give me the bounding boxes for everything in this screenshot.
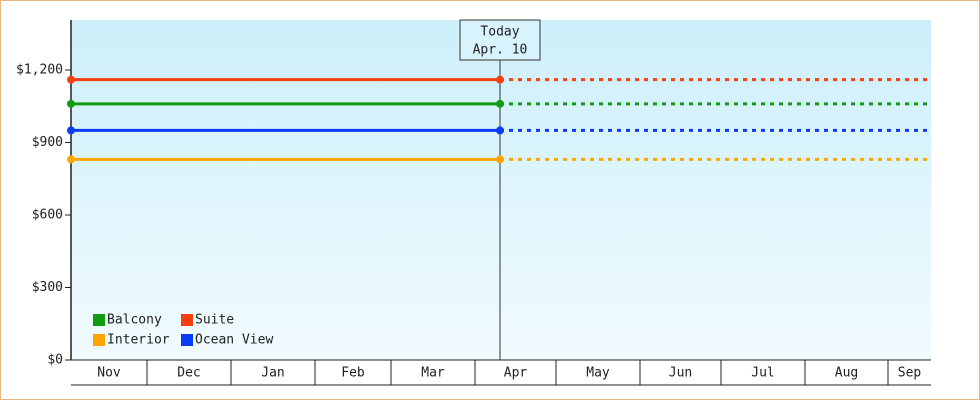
x-tick-label: Jul	[751, 366, 774, 381]
x-tick-label: Apr	[504, 366, 528, 381]
x-tick-label: May	[586, 366, 610, 381]
legend-label: Balcony	[107, 313, 162, 328]
x-tick-label: Mar	[421, 366, 445, 381]
today-date: Apr. 10	[473, 43, 528, 58]
y-tick-label: $600	[32, 208, 63, 223]
legend-label: Suite	[195, 313, 234, 328]
y-tick-label: $1,200	[16, 63, 63, 78]
legend-swatch	[93, 334, 105, 346]
legend-swatch	[181, 334, 193, 346]
x-tick-label: Feb	[341, 366, 365, 381]
point	[67, 126, 75, 135]
legend-label: Ocean View	[195, 333, 273, 348]
today-title: Today	[480, 25, 519, 40]
x-tick-label: Jun	[669, 366, 692, 381]
y-tick-label: $300	[32, 280, 63, 295]
point	[496, 75, 504, 84]
legend-swatch	[181, 314, 193, 326]
legend-label: Interior	[107, 333, 170, 348]
point	[67, 155, 75, 164]
today-box	[459, 19, 541, 61]
y-tick-label: $0	[47, 353, 63, 368]
point	[67, 75, 75, 84]
point	[67, 99, 75, 108]
point	[496, 155, 504, 164]
x-tick-label: Sep	[898, 366, 922, 381]
x-tick-label: Aug	[835, 366, 858, 381]
point	[496, 99, 504, 108]
y-tick-label: $900	[32, 135, 63, 150]
legend-swatch	[93, 314, 105, 326]
plot-area	[71, 20, 931, 360]
point	[496, 126, 504, 135]
x-tick-label: Jan	[261, 366, 284, 381]
x-tick-label: Dec	[177, 366, 200, 381]
x-tick-label: Nov	[97, 366, 121, 381]
